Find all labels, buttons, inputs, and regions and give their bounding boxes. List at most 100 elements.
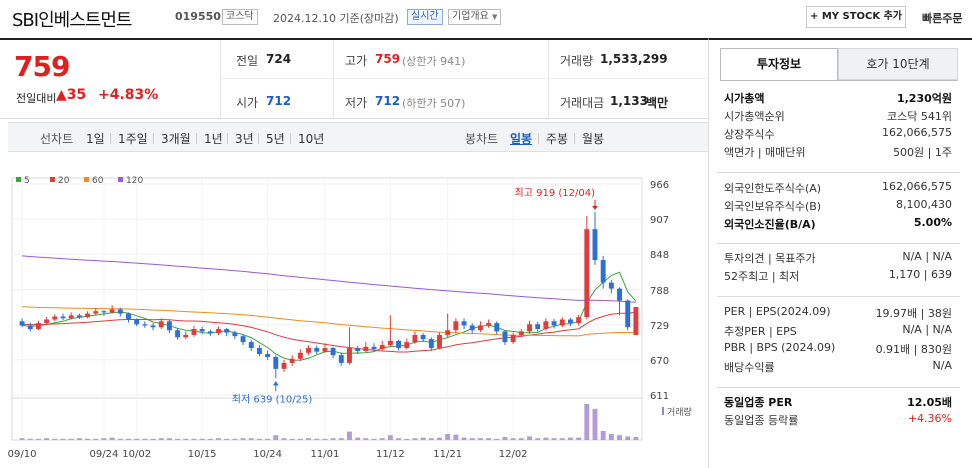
- volume-bar: [347, 431, 352, 440]
- volume-bar: [338, 438, 344, 440]
- info-row: 외국인한도주식수(A) 162,066,575: [724, 180, 952, 198]
- prev-close-label: 전일: [236, 54, 259, 68]
- info-row: 투자의견 | 목표주가 N/A | N/A: [724, 250, 952, 268]
- change-label: 전일대비: [16, 92, 57, 105]
- info-label: 상장주식수: [724, 128, 775, 141]
- candle-body: [510, 334, 516, 343]
- candle-body: [535, 324, 541, 330]
- y-tick-label: 966: [650, 180, 669, 191]
- candle-body: [27, 325, 33, 330]
- candle-body: [134, 319, 140, 325]
- volume-bar: [502, 437, 508, 440]
- volume-bar: [404, 438, 410, 440]
- line-chart-label: 선차트: [40, 132, 74, 146]
- info-row: 동일업종 등락률 +4.36%: [724, 412, 952, 430]
- candle-body: [502, 331, 508, 343]
- price-summary: [0, 38, 708, 119]
- candle-body: [314, 348, 320, 352]
- volume-bar: [469, 438, 475, 440]
- period-1w[interactable]: 1주일: [118, 132, 148, 146]
- volume-bar: [183, 438, 189, 440]
- realtime-tag[interactable]: 실시간: [407, 9, 443, 25]
- candle-body: [36, 323, 41, 330]
- volume-bar: [477, 438, 483, 440]
- y-tick-label: 729: [650, 321, 669, 332]
- candle-body: [518, 331, 524, 335]
- volume-bar: [297, 438, 303, 440]
- x-tick-label: 10/24: [253, 449, 282, 460]
- volume-bar: [36, 438, 41, 440]
- period-3m[interactable]: 3개월: [161, 132, 191, 146]
- volume-bar: [273, 435, 279, 440]
- candle-body: [625, 300, 631, 328]
- volume-bar: [150, 438, 156, 440]
- company-info-dropdown[interactable]: 기업개요 ▼: [448, 9, 502, 25]
- candle-daily[interactable]: 일봉: [510, 132, 533, 146]
- low-arrow-head: [272, 381, 279, 386]
- change-percent: +4.83%: [98, 87, 159, 103]
- chevron-down-icon: ▼: [492, 13, 498, 21]
- info-label: PBR | BPS (2024.09): [724, 341, 836, 354]
- info-row: 시가총액순위 코스닥 541위: [724, 108, 952, 126]
- info-label: 시가총액: [724, 92, 765, 105]
- candle-body: [469, 325, 475, 331]
- candle-monthly[interactable]: 월봉: [582, 132, 605, 146]
- volume-bar: [232, 438, 238, 440]
- volume-bar: [207, 438, 213, 440]
- separator: [227, 133, 228, 144]
- candle-body: [322, 348, 328, 352]
- period-5y[interactable]: 5년: [266, 132, 285, 146]
- low-annotation: 최저 639 (10/25): [232, 393, 313, 405]
- volume-bar: [248, 438, 254, 440]
- change-amount: ▲35: [56, 87, 87, 103]
- mystock-add-button[interactable]: + MY STOCK 추가: [806, 6, 906, 28]
- ma20-line: [22, 311, 636, 353]
- info-label: 외국인보유주식수(B): [724, 200, 822, 213]
- info-value: 500원 | 1주: [893, 146, 952, 159]
- info-label: 투자의견 | 목표주가: [724, 252, 816, 265]
- candle-body: [477, 325, 483, 331]
- volume-bar: [224, 438, 230, 440]
- quick-order-button[interactable]: 빠른주문: [922, 12, 963, 25]
- open-label: 시가: [236, 96, 259, 110]
- lower-limit: (하한가 507): [402, 97, 466, 110]
- volume-bar: [379, 438, 385, 440]
- volume-legend-swatch: [662, 407, 664, 415]
- tab-quote-10[interactable]: 호가 10단계: [838, 48, 958, 80]
- period-3y[interactable]: 3년: [235, 132, 254, 146]
- volume-bar: [60, 438, 66, 440]
- volume-bar: [191, 438, 197, 440]
- info-value: 0.91배 | 830원: [875, 343, 952, 356]
- separator: [290, 133, 291, 144]
- volume-bar: [584, 404, 590, 440]
- y-tick-label: 907: [650, 215, 669, 226]
- amount-label: 거래대금: [560, 96, 605, 110]
- volume-bar: [559, 438, 565, 440]
- tab-invest-info[interactable]: 투자정보: [720, 48, 838, 80]
- volume-bar: [322, 438, 328, 440]
- high-value: 759: [375, 52, 401, 66]
- candle-body: [608, 282, 614, 289]
- volume-bar: [486, 438, 492, 440]
- open-value: 712: [266, 94, 292, 108]
- period-10y[interactable]: 10년: [298, 132, 325, 146]
- info-label: 배당수익률: [724, 361, 775, 374]
- candle-chart-label: 봉차트: [465, 132, 499, 146]
- volume-bar: [543, 437, 549, 440]
- x-tick-label: 09/24: [90, 449, 119, 460]
- candle-body: [559, 319, 565, 326]
- candle-weekly[interactable]: 주봉: [546, 132, 569, 146]
- candle-body: [347, 348, 352, 363]
- period-1y[interactable]: 1년: [204, 132, 223, 146]
- volume-bar: [387, 435, 393, 440]
- info-label: 시가총액순위: [724, 110, 785, 123]
- candle-body: [281, 362, 287, 369]
- info-row: 동일업종 PER 12.05배: [724, 394, 952, 412]
- volume-bar: [68, 438, 74, 440]
- volume-bar: [551, 438, 557, 440]
- period-1d[interactable]: 1일: [86, 132, 105, 146]
- volume-bar: [445, 434, 451, 440]
- divider: [717, 296, 960, 297]
- candle-body: [338, 355, 344, 363]
